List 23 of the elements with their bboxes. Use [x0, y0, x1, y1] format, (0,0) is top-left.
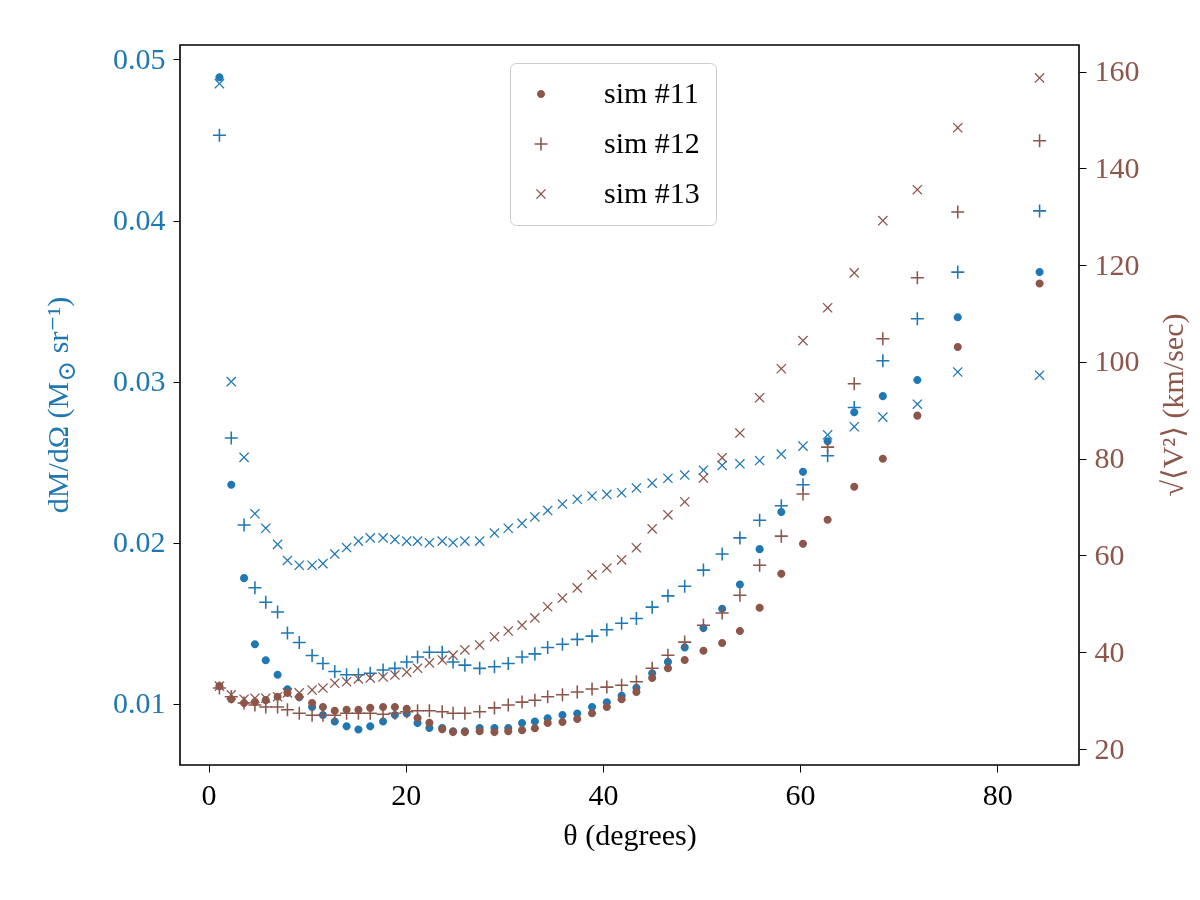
- y-tick-label: 0.02: [113, 525, 166, 559]
- y2-tick-label: 40: [1094, 634, 1125, 668]
- legend-label: sim #12: [604, 126, 700, 159]
- x-tick-label: 80: [982, 777, 1013, 811]
- y2-tick-label: 120: [1094, 247, 1140, 281]
- y2-axis-title: √⟨V²⟩ (km/sec): [1154, 313, 1190, 497]
- y2-tick-label: 80: [1094, 441, 1125, 475]
- x-tick-label: 40: [588, 777, 619, 811]
- x-tick-label: 0: [201, 777, 217, 811]
- x-axis-title: θ (degrees): [563, 817, 697, 852]
- y2-tick-label: 160: [1094, 54, 1140, 88]
- y-tick-label: 0.03: [113, 364, 166, 398]
- y2-tick-label: 100: [1094, 344, 1140, 378]
- y2-tick-label: 60: [1094, 537, 1125, 571]
- y-tick-label: 0.04: [113, 203, 166, 237]
- y2-tick-label: 140: [1094, 150, 1140, 184]
- x-tick-label: 60: [785, 777, 816, 811]
- legend-label: sim #13: [604, 176, 700, 209]
- legend-label: sim #11: [604, 76, 699, 109]
- y2-tick-label: 20: [1094, 731, 1125, 765]
- x-tick-label: 20: [391, 777, 422, 811]
- y-tick-label: 0.01: [113, 686, 166, 720]
- y-tick-label: 0.05: [113, 42, 166, 75]
